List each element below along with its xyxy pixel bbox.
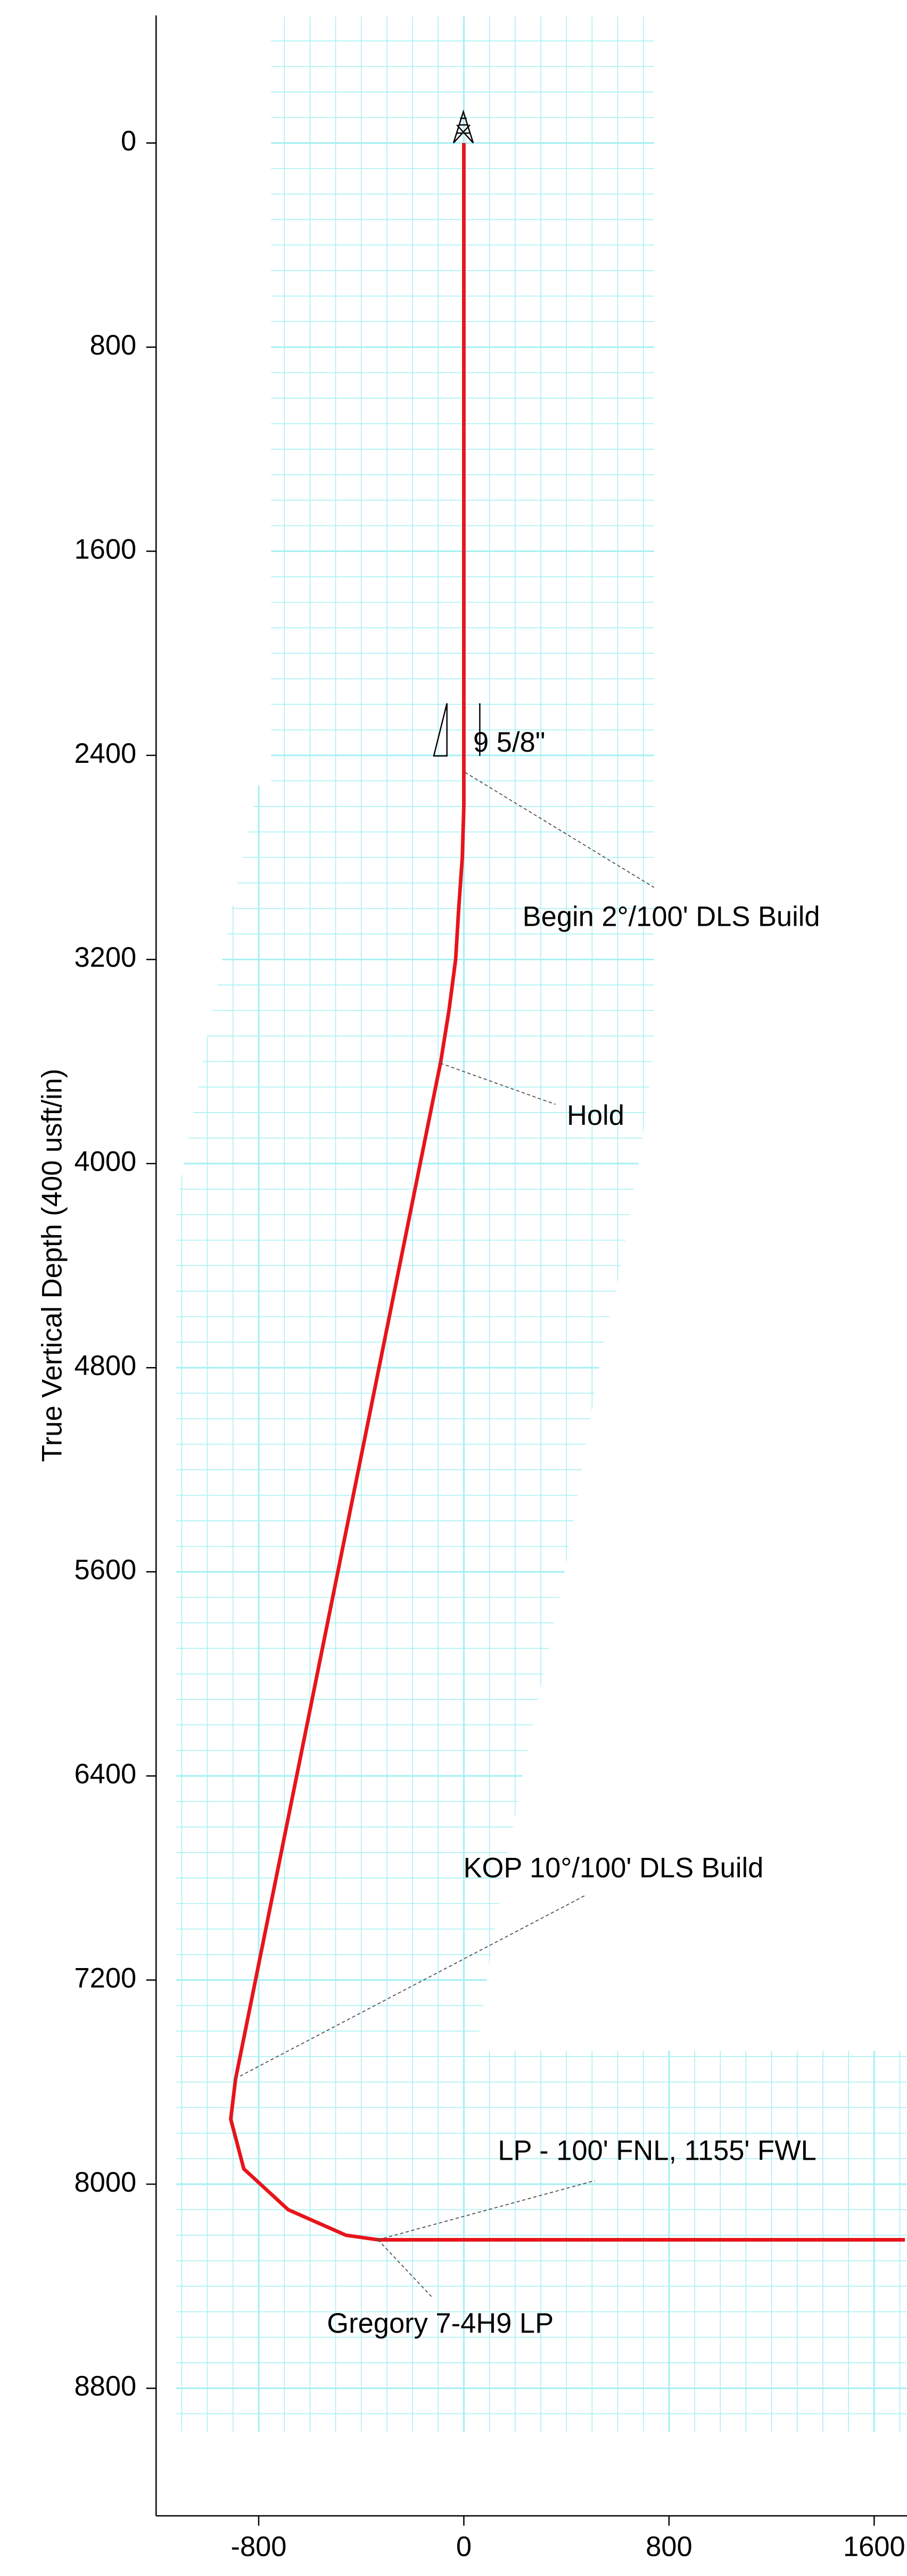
leader-line xyxy=(235,1894,587,2079)
y-tick-label: 8800 xyxy=(74,2371,136,2402)
y-tick-label: 2400 xyxy=(74,738,136,769)
leader-line xyxy=(465,772,655,888)
y-tick-label: 5600 xyxy=(74,1555,136,1586)
x-tick-label: 1600 xyxy=(843,2532,905,2563)
x-tick-label: 0 xyxy=(456,2532,472,2563)
plot xyxy=(229,143,905,2242)
rig-icon xyxy=(452,109,474,144)
y-axis-label: True Vertical Depth (400 usft/in) xyxy=(37,1069,68,1462)
y-tick-label: 0 xyxy=(121,126,136,157)
leader-line xyxy=(377,2180,595,2241)
annotation: Begin 2°/100' DLS Build xyxy=(523,901,820,932)
annotation: KOP 10°/100' DLS Build xyxy=(464,1853,764,1884)
y-tick-label: 4000 xyxy=(74,1147,136,1178)
y-tick-label: 3200 xyxy=(74,942,136,973)
annotation: 9 5/8" xyxy=(473,727,545,758)
y-tick-label: 7200 xyxy=(74,1963,136,1994)
x-tick-label: -800 xyxy=(230,2532,286,2563)
leader-line xyxy=(377,2239,433,2298)
y-tick-label: 6400 xyxy=(74,1759,136,1790)
y-tick-label: 4800 xyxy=(74,1351,136,1381)
y-tick-label: 800 xyxy=(90,330,137,361)
y-tick-label: 1600 xyxy=(74,534,136,565)
x-tick-label: 800 xyxy=(646,2532,692,2563)
y-tick-label: 8000 xyxy=(74,2167,136,2198)
annotation: Gregory 7-4H9 LP xyxy=(327,2308,554,2339)
casing-symbol xyxy=(433,703,481,757)
annotation: LP - 100' FNL, 1155' FWL xyxy=(498,2136,816,2167)
well-path xyxy=(229,143,905,2242)
leader-line xyxy=(440,1063,556,1105)
annotation: Hold xyxy=(567,1100,624,1131)
